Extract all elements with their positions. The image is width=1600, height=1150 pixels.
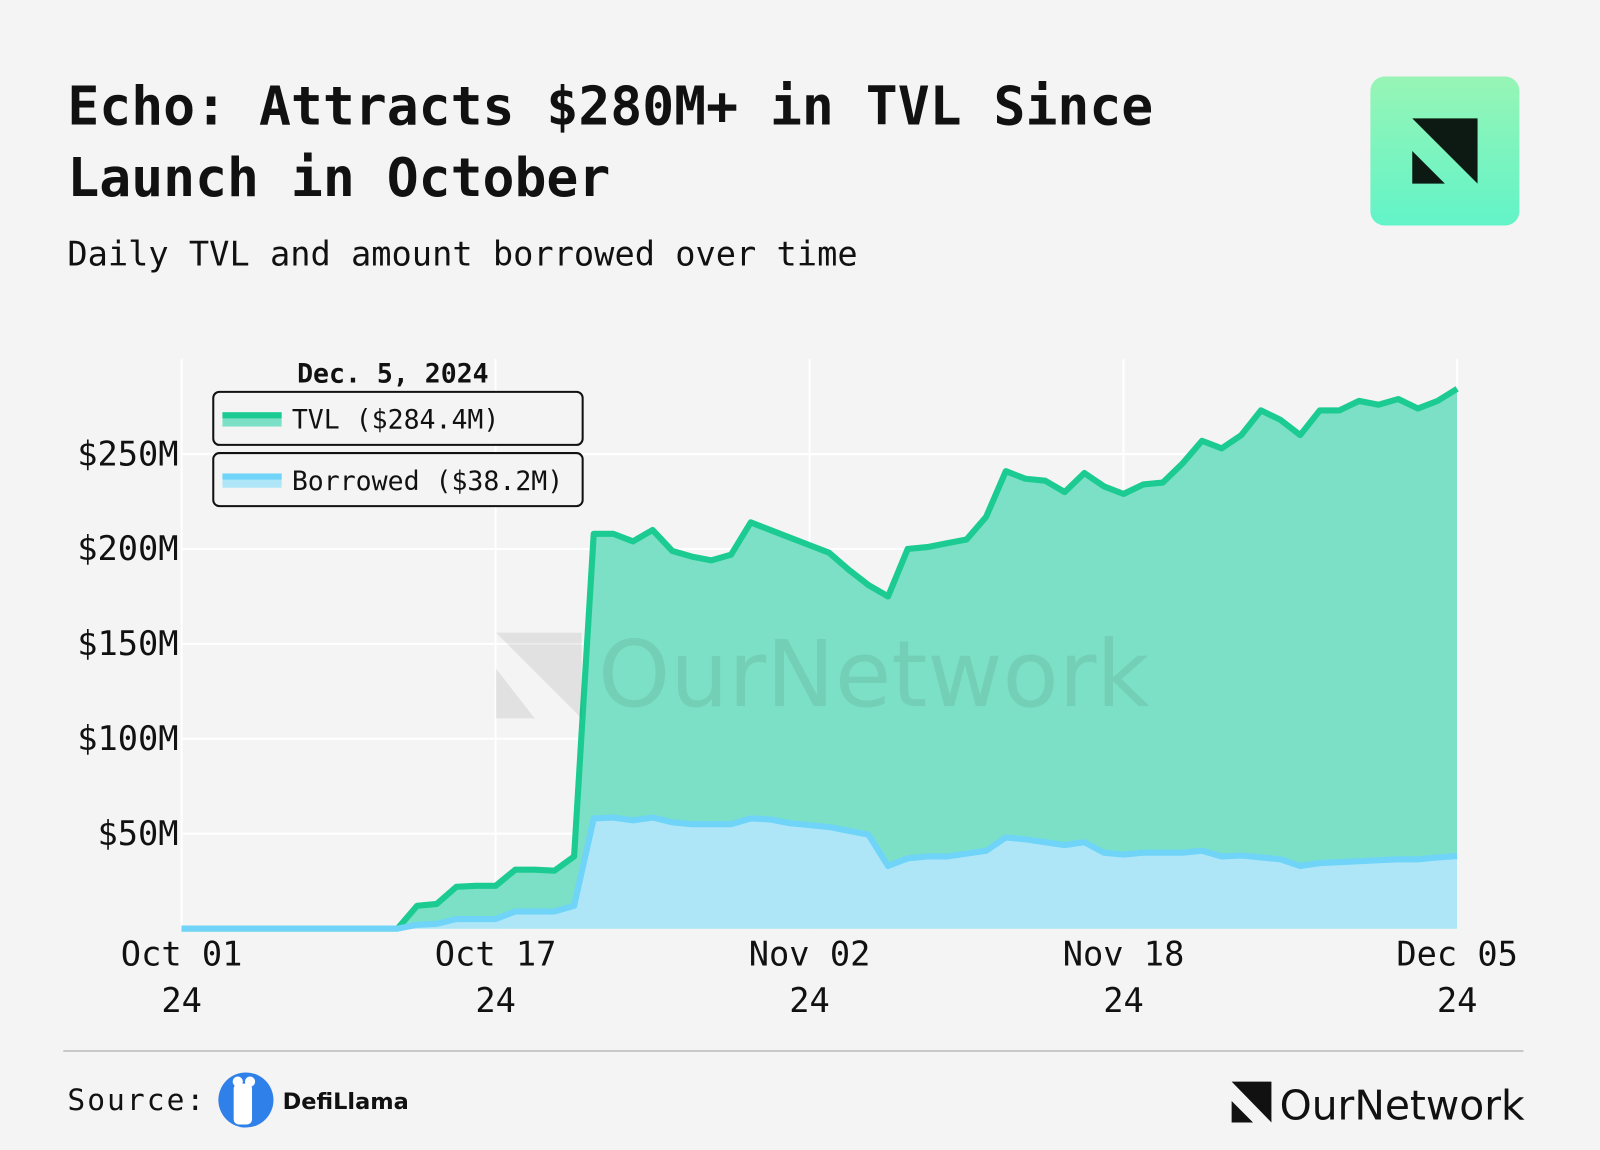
- legend-box: [212, 390, 584, 446]
- source-label: Source:: [67, 1083, 206, 1117]
- x-tick-label-box: Nov 18 24: [1062, 933, 1185, 1021]
- x-tick-label-box: Nov 02 24: [748, 933, 871, 1021]
- x-tick-label-box: Oct 17 24: [434, 933, 557, 1021]
- x-tick-label: Nov 18 24: [1062, 933, 1185, 1021]
- x-tick-label-box: Oct 01 24: [120, 933, 243, 1021]
- area: [181, 388, 1458, 929]
- y-tick-label: $150M: [77, 624, 178, 663]
- chart-subtitle: Daily TVL and amount borrowed over time: [67, 234, 857, 273]
- x-tick-label: Oct 01 24: [120, 933, 243, 1021]
- chart-title: Echo: Attracts $280M+ in TVL Since Launch…: [67, 75, 1153, 208]
- legend-label: TVL ($284.4M): [292, 405, 500, 436]
- legend: Dec. 5, 2024 TVL ($284.4M) Borrowed ($38.2…: [212, 359, 584, 508]
- watermark: OurNetwork: [495, 621, 1150, 728]
- plot-area: Oct 01 24 Oct 17 24 Nov 02 24 Nov 18 24 Dec …: [77, 359, 1518, 1021]
- y-tick-label: $100M: [77, 719, 178, 758]
- y-tick-label: $50M: [98, 814, 179, 853]
- y-tick-label: $200M: [77, 529, 178, 568]
- line: [181, 814, 1458, 932]
- y-tick-label: $250M: [77, 434, 178, 473]
- legend-label: Borrowed ($38.2M): [292, 466, 563, 497]
- legend-title: Dec. 5, 2024: [297, 359, 489, 390]
- watermark-text: OurNetwork: [598, 621, 1150, 728]
- brand-name: OurNetwork: [1280, 1081, 1525, 1129]
- defillama-icon: [218, 1072, 274, 1128]
- x-tick-label: Oct 17 24: [434, 933, 557, 1021]
- legend-swatch-line: [222, 412, 282, 419]
- legend-box: [212, 452, 584, 508]
- legend-swatch-line: [222, 473, 282, 480]
- x-tick-label: Dec 05 24: [1396, 933, 1518, 1021]
- source-name: DefiLlama: [283, 1089, 409, 1115]
- logo: [1370, 76, 1520, 226]
- x-tick-label: Nov 02 24: [748, 933, 871, 1021]
- x-tick-label-box: Dec 05 24: [1396, 933, 1518, 1021]
- area: [181, 817, 1458, 929]
